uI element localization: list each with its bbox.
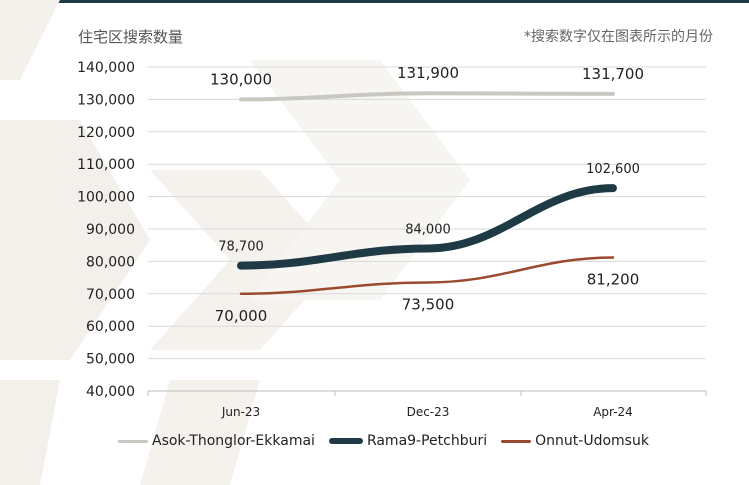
series-line (239, 91, 615, 102)
series-lines (237, 91, 617, 296)
y-tick-label: 90,000 (86, 222, 135, 238)
x-tick-label: Apr-24 (593, 405, 633, 419)
gridlines (148, 66, 706, 360)
legend-swatch-onnut (501, 439, 532, 443)
data-labels: 130,000 131,900 131,700 78,700 84,000 102,600… (210, 64, 644, 325)
data-label: 102,600 (586, 162, 640, 177)
data-label: 130,000 (210, 70, 272, 88)
series-line (237, 184, 617, 270)
y-tick-label: 120,000 (77, 125, 135, 141)
data-label: 131,900 (397, 64, 459, 82)
y-tick-label: 40,000 (86, 384, 135, 400)
data-label: 84,000 (405, 222, 451, 237)
legend: Asok-Thonglor-Ekkamai Rama9-Petchburi On… (118, 433, 663, 449)
x-tick-label: Dec-23 (407, 405, 450, 419)
legend-item-onnut: Onnut-Udomsuk (501, 433, 649, 449)
y-axis-title: 住宅区搜索数量 (78, 28, 184, 46)
y-tick-label: 100,000 (77, 190, 135, 206)
chart-note: *搜索数字仅在图表所示的月份 (524, 29, 713, 45)
legend-swatch-asok (118, 439, 148, 443)
y-tick-labels: 40,000 50,000 60,000 70,000 80,000 90,000 100,… (77, 60, 135, 400)
x-axis: Jun-23 Dec-23 Apr-24 (147, 390, 707, 419)
background-decoration (0, 0, 470, 485)
y-tick-label: 60,000 (86, 319, 135, 335)
y-tick-label: 50,000 (86, 352, 135, 368)
legend-label-asok: Asok-Thonglor-Ekkamai (152, 433, 315, 449)
y-tick-label: 110,000 (77, 157, 135, 173)
y-tick-label: 130,000 (77, 92, 135, 108)
data-label: 131,700 (582, 65, 644, 83)
series-line (239, 256, 615, 296)
legend-item-rama9: Rama9-Petchburi (328, 433, 488, 449)
data-label: 70,000 (215, 307, 268, 325)
data-label: 78,700 (218, 240, 264, 255)
y-tick-label: 80,000 (86, 254, 135, 270)
x-tick-label: Jun-23 (221, 405, 260, 419)
top-accent-bar (0, 0, 749, 3)
legend-label-onnut: Onnut-Udomsuk (535, 433, 649, 449)
legend-label-rama9: Rama9-Petchburi (366, 433, 488, 449)
legend-swatch-rama9 (328, 438, 363, 444)
data-label: 81,200 (587, 271, 640, 289)
data-label: 73,500 (402, 295, 455, 313)
y-tick-label: 140,000 (77, 60, 135, 76)
legend-item-asok: Asok-Thonglor-Ekkamai (118, 433, 315, 449)
y-tick-label: 70,000 (86, 287, 135, 303)
